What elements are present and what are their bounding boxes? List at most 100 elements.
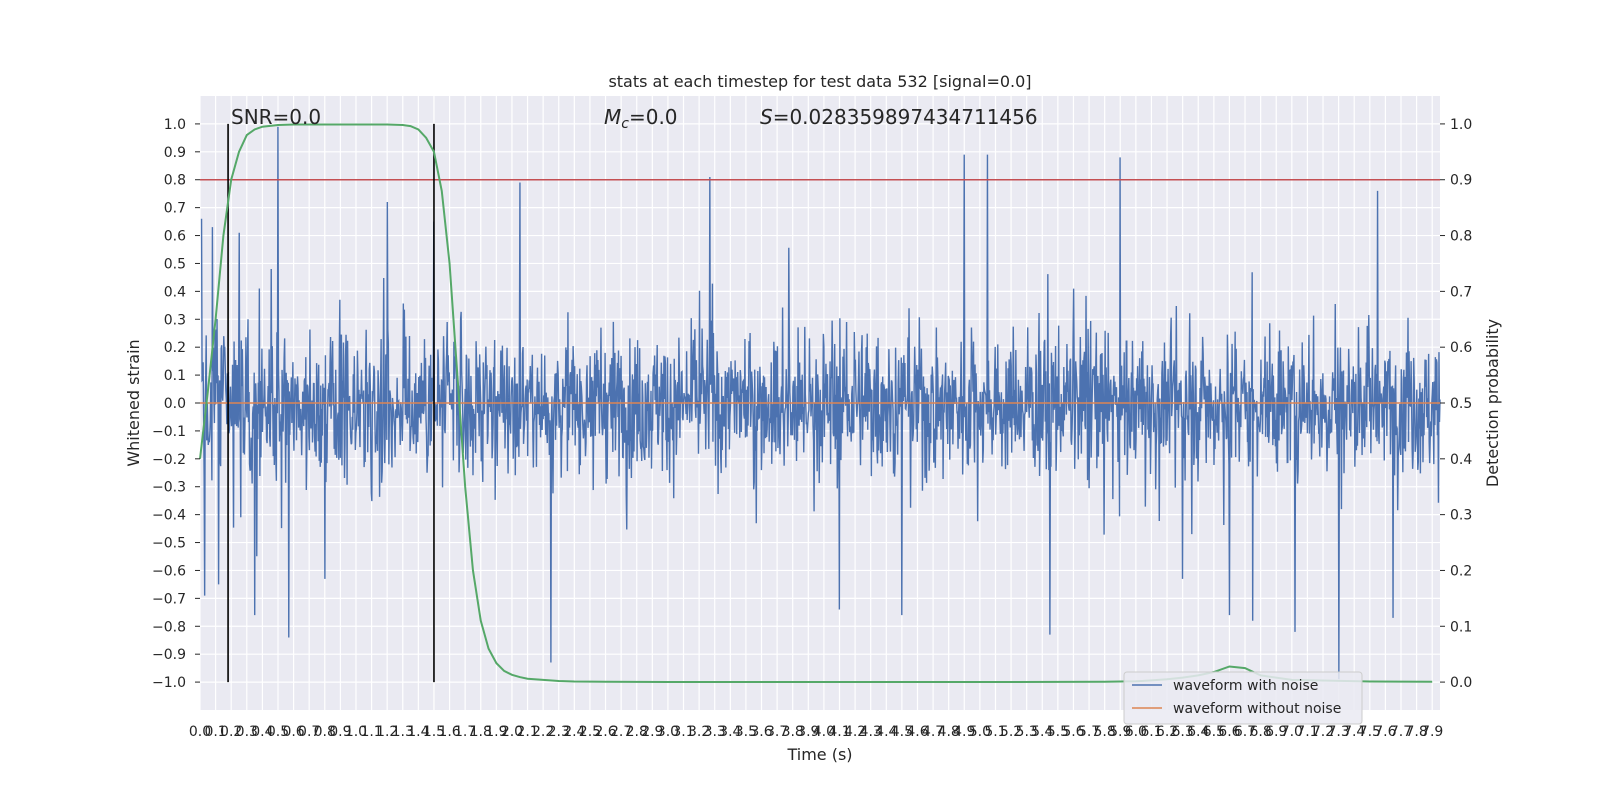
- xtick-label-7: 0.7: [298, 724, 320, 740]
- ytick-label-5: 0.5: [164, 256, 186, 272]
- s-value: =0.028359897434711456: [773, 105, 1038, 129]
- xtick-label-72: 7.2: [1312, 724, 1334, 740]
- y2tick-label-2: 0.8: [1450, 229, 1472, 245]
- xtick-label-71: 7.1: [1296, 724, 1318, 740]
- ytick-label-15: −0.5: [152, 536, 186, 552]
- y2tick-label-8: 0.2: [1450, 563, 1472, 579]
- xtick-label-65: 6.5: [1203, 724, 1225, 740]
- xtick-label-75: 7.5: [1359, 724, 1381, 740]
- ytick-label-0: 1.0: [164, 117, 186, 133]
- xtick-label-78: 7.8: [1405, 724, 1427, 740]
- mc-annotation: Mc=0.0: [604, 105, 678, 132]
- xtick-label-66: 6.6: [1218, 724, 1240, 740]
- xtick-label-58: 5.8: [1094, 724, 1116, 740]
- xtick-label-30: 3.0: [657, 724, 679, 740]
- xtick-label-21: 2.1: [516, 724, 538, 740]
- xtick-label-53: 5.3: [1016, 724, 1038, 740]
- y2tick-label-7: 0.3: [1450, 508, 1472, 524]
- xtick-label-17: 1.7: [454, 724, 476, 740]
- xtick-label-5: 0.5: [267, 724, 289, 740]
- xtick-label-16: 1.6: [438, 724, 460, 740]
- xtick-label-45: 4.5: [891, 724, 913, 740]
- xtick-label-8: 0.8: [314, 724, 336, 740]
- ytick-label-16: −0.6: [152, 563, 186, 579]
- y2tick-label-4: 0.6: [1450, 340, 1472, 356]
- xtick-label-70: 7.0: [1281, 724, 1303, 740]
- xtick-label-73: 7.3: [1327, 724, 1349, 740]
- x-axis-label: Time (s): [786, 745, 852, 764]
- ytick-label-18: −0.8: [152, 619, 186, 635]
- xtick-label-15: 1.5: [423, 724, 445, 740]
- xtick-label-50: 5.0: [969, 724, 991, 740]
- xtick-label-77: 7.7: [1390, 724, 1412, 740]
- xtick-label-60: 6.0: [1125, 724, 1147, 740]
- legend-label-clean: waveform without noise: [1173, 701, 1341, 717]
- y2tick-label-5: 0.5: [1450, 396, 1472, 412]
- xtick-label-33: 3.3: [704, 724, 726, 740]
- ytick-label-6: 0.4: [164, 284, 186, 300]
- xtick-label-34: 3.4: [719, 724, 741, 740]
- xtick-label-48: 4.8: [938, 724, 960, 740]
- xtick-label-40: 4.0: [813, 724, 835, 740]
- xtick-label-22: 2.2: [532, 724, 554, 740]
- xtick-label-31: 3.1: [672, 724, 694, 740]
- vertical-markers: [227, 123, 435, 683]
- xtick-label-56: 5.6: [1062, 724, 1084, 740]
- xtick-label-43: 4.3: [860, 724, 882, 740]
- legend-label-noise: waveform with noise: [1173, 678, 1318, 694]
- xtick-label-11: 1.1: [360, 724, 382, 740]
- series-waveform-with-noise: [200, 126, 1441, 680]
- xtick-label-38: 3.8: [782, 724, 804, 740]
- xtick-label-49: 4.9: [953, 724, 975, 740]
- y-axis-label: Whitened strain: [124, 339, 143, 466]
- ytick-label-17: −0.7: [152, 591, 186, 607]
- x-axis-ticks: 0.00.10.20.30.40.50.60.70.80.91.01.11.21…: [189, 724, 1443, 740]
- mc-subscript: c: [621, 116, 629, 132]
- chart-title: stats at each timestep for test data 532…: [608, 72, 1031, 91]
- xtick-label-13: 1.3: [392, 724, 414, 740]
- xtick-label-23: 2.3: [548, 724, 570, 740]
- xtick-label-41: 4.1: [828, 724, 850, 740]
- mc-symbol: M: [604, 105, 621, 129]
- legend: waveform with noise waveform without noi…: [1123, 671, 1363, 725]
- xtick-label-24: 2.4: [563, 724, 585, 740]
- ytick-label-9: 0.1: [164, 368, 186, 384]
- xtick-label-3: 0.3: [236, 724, 258, 740]
- xtick-label-57: 5.7: [1078, 724, 1100, 740]
- xtick-label-64: 6.4: [1187, 724, 1209, 740]
- y2tick-label-10: 0.0: [1450, 675, 1472, 691]
- xtick-label-12: 1.2: [376, 724, 398, 740]
- xtick-label-14: 1.4: [407, 724, 429, 740]
- xtick-label-29: 2.9: [641, 724, 663, 740]
- legend-box: [1123, 671, 1363, 725]
- xtick-label-52: 5.2: [1000, 724, 1022, 740]
- y2-axis-ticks: 1.0 0.9 0.8 0.7 0.6 0.5 0.4 0.3 0.2 0.1 0.0: [1440, 117, 1472, 691]
- xtick-label-74: 7.4: [1343, 724, 1365, 740]
- xtick-label-27: 2.7: [610, 724, 632, 740]
- s-symbol: S: [760, 105, 773, 129]
- xtick-label-20: 2.0: [501, 724, 523, 740]
- ytick-label-20: −1.0: [152, 675, 186, 691]
- xtick-label-0: 0.0: [189, 724, 211, 740]
- xtick-label-46: 4.6: [906, 724, 928, 740]
- xtick-label-79: 7.9: [1421, 724, 1443, 740]
- y2tick-label-3: 0.7: [1450, 284, 1472, 300]
- xtick-label-69: 6.9: [1265, 724, 1287, 740]
- xtick-label-59: 5.9: [1109, 724, 1131, 740]
- xtick-label-1: 0.1: [204, 724, 226, 740]
- xtick-label-63: 6.3: [1172, 724, 1194, 740]
- xtick-label-4: 0.4: [251, 724, 273, 740]
- xtick-label-35: 3.5: [735, 724, 757, 740]
- xtick-label-44: 4.4: [875, 724, 897, 740]
- xtick-label-9: 0.9: [329, 724, 351, 740]
- xtick-label-76: 7.6: [1374, 724, 1396, 740]
- xtick-label-26: 2.6: [594, 724, 616, 740]
- xtick-label-47: 4.7: [922, 724, 944, 740]
- noise-trace: [200, 126, 1441, 680]
- xtick-label-61: 6.1: [1140, 724, 1162, 740]
- xtick-label-18: 1.8: [470, 724, 492, 740]
- xtick-label-54: 5.4: [1031, 724, 1053, 740]
- s-annotation: S=0.028359897434711456: [760, 105, 1038, 129]
- ytick-label-1: 0.9: [164, 145, 186, 161]
